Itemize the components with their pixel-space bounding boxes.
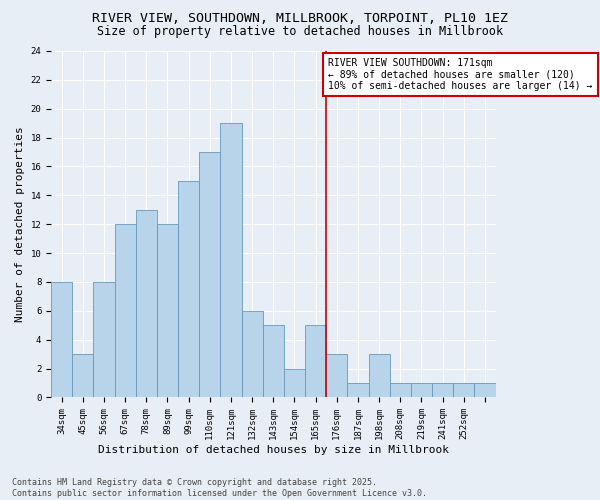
Y-axis label: Number of detached properties: Number of detached properties [15,126,25,322]
Bar [178,181,199,398]
Bar [453,383,475,398]
Bar [347,383,368,398]
Bar [199,152,220,398]
Text: Size of property relative to detached houses in Millbrook: Size of property relative to detached ho… [97,25,503,38]
Bar [284,368,305,398]
Bar [242,311,263,398]
Bar [432,383,453,398]
Bar [390,383,411,398]
Bar [157,224,178,398]
Text: Contains HM Land Registry data © Crown copyright and database right 2025.
Contai: Contains HM Land Registry data © Crown c… [12,478,427,498]
Bar [72,354,94,398]
Bar [220,123,242,398]
Bar [94,282,115,398]
Bar [115,224,136,398]
X-axis label: Distribution of detached houses by size in Millbrook: Distribution of detached houses by size … [98,445,449,455]
Bar [305,326,326,398]
Bar [475,383,496,398]
Text: RIVER VIEW, SOUTHDOWN, MILLBROOK, TORPOINT, PL10 1EZ: RIVER VIEW, SOUTHDOWN, MILLBROOK, TORPOI… [92,12,508,26]
Text: RIVER VIEW SOUTHDOWN: 171sqm
← 89% of detached houses are smaller (120)
10% of s: RIVER VIEW SOUTHDOWN: 171sqm ← 89% of de… [328,58,593,92]
Bar [411,383,432,398]
Bar [326,354,347,398]
Bar [368,354,390,398]
Bar [263,326,284,398]
Bar [136,210,157,398]
Bar [51,282,72,398]
